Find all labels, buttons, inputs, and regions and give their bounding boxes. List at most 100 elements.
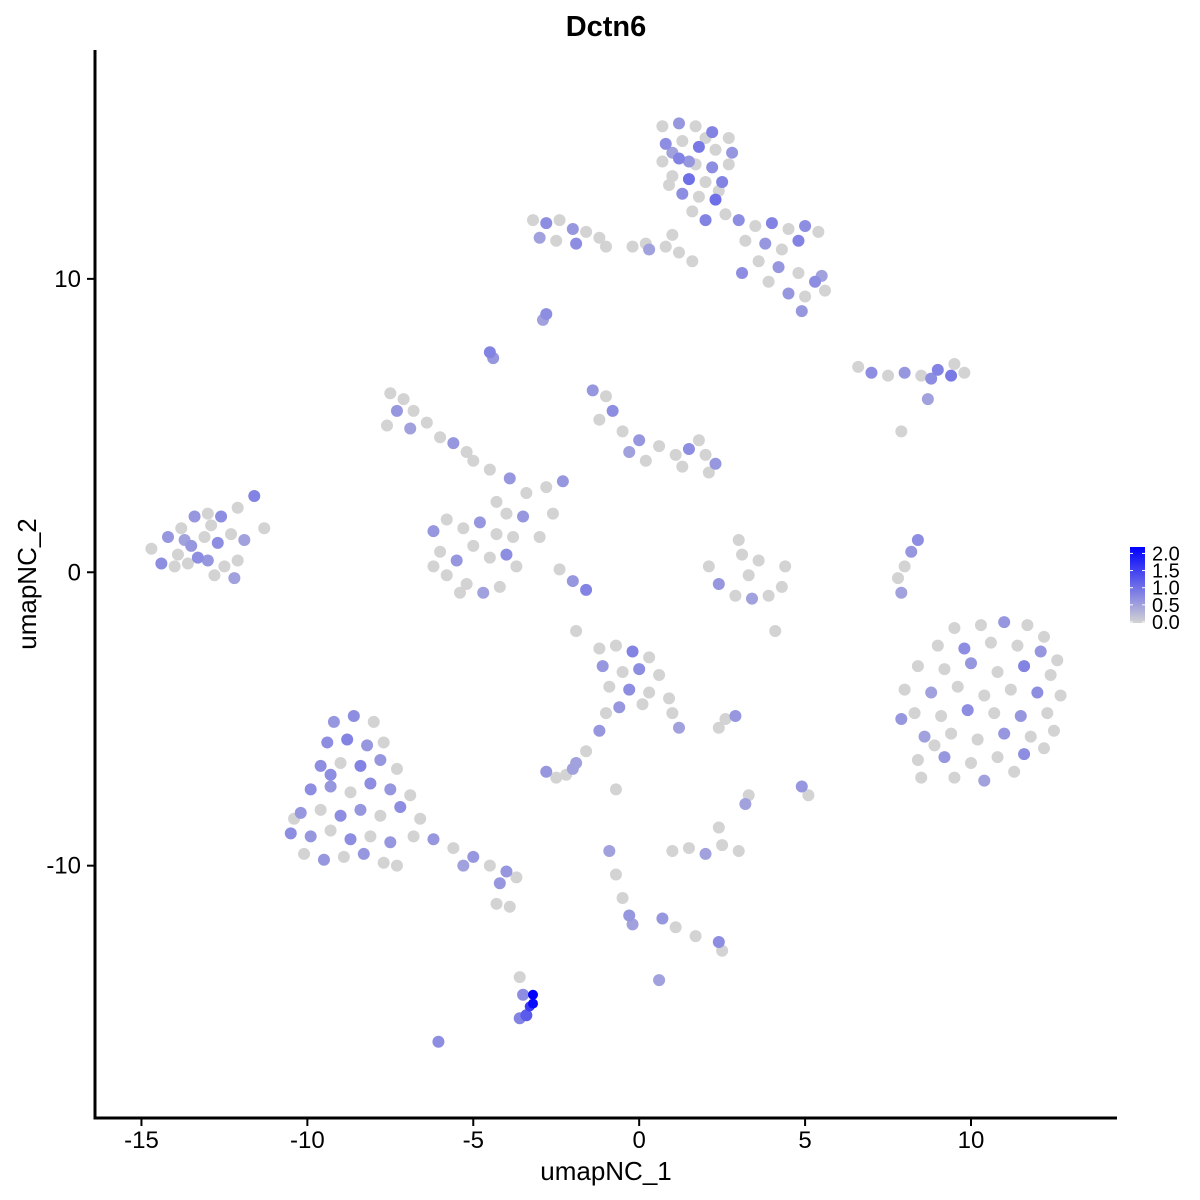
data-point (427, 833, 440, 846)
data-point (676, 460, 689, 473)
data-point (533, 531, 546, 544)
data-point (1018, 748, 1031, 761)
data-point (434, 545, 447, 558)
data-point (948, 622, 961, 635)
data-point (467, 454, 480, 467)
data-point (659, 240, 672, 253)
data-point (948, 357, 961, 370)
data-point (752, 554, 765, 567)
data-point (716, 839, 729, 852)
data-point (898, 366, 911, 379)
data-point (971, 733, 984, 746)
data-point (659, 137, 672, 150)
colorbar-tick-label: 2.0 (1152, 543, 1180, 565)
data-point (384, 836, 397, 849)
data-point (493, 580, 506, 593)
x-tick-label: -15 (124, 1127, 159, 1154)
data-point (669, 448, 682, 461)
data-point (1038, 742, 1050, 755)
data-point (298, 847, 311, 860)
data-point (377, 736, 390, 749)
data-point (732, 533, 745, 546)
data-point (580, 583, 593, 596)
data-point (676, 134, 689, 147)
data-point (503, 472, 516, 485)
data-point (580, 225, 593, 238)
data-point (726, 146, 739, 159)
data-point (566, 575, 579, 588)
data-point (736, 548, 749, 561)
data-point (540, 217, 553, 230)
data-point (782, 287, 795, 300)
data-point (284, 827, 297, 840)
data-point (706, 161, 719, 174)
data-point (334, 809, 347, 822)
data-point (809, 275, 822, 288)
chart-title: Dctn6 (566, 11, 647, 43)
data-point (394, 800, 407, 813)
data-point (1011, 639, 1024, 652)
data-point (656, 912, 669, 925)
data-point (390, 859, 403, 872)
data-point (364, 830, 377, 843)
data-point (566, 762, 579, 775)
data-point (321, 736, 334, 749)
data-point (570, 237, 583, 250)
data-point (732, 214, 745, 227)
y-tick-label: 10 (54, 266, 81, 293)
data-point (911, 660, 924, 673)
data-point (248, 489, 261, 502)
data-point (865, 366, 878, 379)
data-point (553, 214, 566, 227)
data-point (1041, 707, 1054, 720)
data-point (782, 222, 795, 235)
data-point (673, 152, 685, 165)
colorbar-tick-label: 0.5 (1152, 595, 1180, 617)
data-point (623, 683, 636, 696)
data-point (795, 305, 808, 318)
data-point (550, 234, 563, 247)
data-point (384, 387, 397, 400)
data-point (812, 225, 825, 238)
data-point (998, 727, 1011, 740)
data-point (467, 850, 480, 863)
data-point (918, 730, 931, 743)
data-point (218, 560, 231, 573)
data-point (686, 205, 699, 218)
data-point (510, 560, 523, 573)
data-point (712, 821, 725, 834)
data-point (709, 193, 722, 206)
data-point (404, 422, 417, 435)
data-point (958, 642, 971, 655)
data-point (1031, 686, 1044, 699)
data-point (390, 404, 403, 417)
data-point (958, 366, 971, 379)
data-point (354, 759, 367, 772)
data-point (517, 988, 530, 1001)
x-tick-label: -10 (290, 1127, 325, 1154)
data-point (593, 724, 606, 737)
data-point (709, 143, 722, 156)
data-point (775, 243, 788, 256)
data-point (181, 557, 194, 570)
data-point (692, 434, 705, 447)
data-point (390, 762, 403, 775)
data-point (500, 507, 513, 520)
data-point (507, 531, 520, 544)
data-point (852, 360, 865, 373)
data-point (974, 619, 987, 632)
data-point (1051, 654, 1064, 667)
data-point (626, 240, 639, 253)
data-point (490, 897, 503, 910)
data-point (965, 657, 977, 670)
data-point (799, 220, 812, 233)
data-point (689, 930, 702, 943)
data-point (593, 231, 606, 244)
data-point (606, 404, 619, 417)
data-point (337, 850, 350, 863)
data-point (984, 636, 997, 649)
data-point (712, 935, 725, 948)
data-point (951, 680, 964, 693)
data-point (762, 589, 775, 602)
x-tick-label: 5 (798, 1127, 811, 1154)
